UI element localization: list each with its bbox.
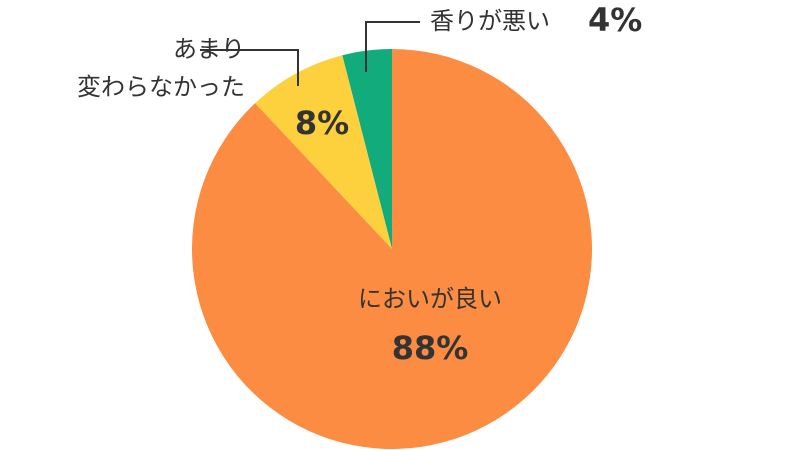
leader-line — [200, 49, 299, 86]
category-label: においが良い — [358, 285, 502, 313]
category-label: あまり変わらなかった — [77, 35, 245, 101]
leader-line — [365, 21, 420, 72]
pie-slice — [342, 49, 392, 249]
value-label: 4% — [588, 1, 642, 39]
pie-slice — [191, 49, 592, 450]
value-label: 88% — [392, 329, 469, 367]
pie-slice — [255, 55, 392, 249]
value-label: 8% — [295, 104, 349, 142]
category-label: 香りが悪い — [430, 7, 550, 35]
